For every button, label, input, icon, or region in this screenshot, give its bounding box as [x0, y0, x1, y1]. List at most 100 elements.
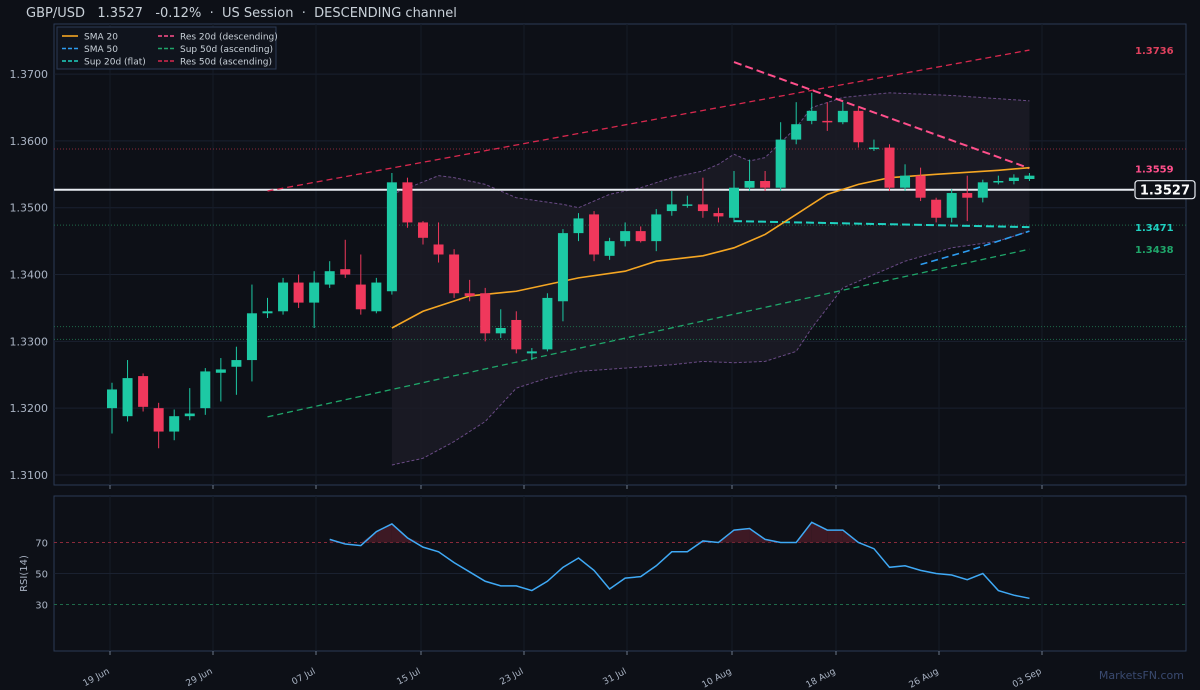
- res20-line: [733, 61, 1030, 170]
- res50-line: [267, 49, 1030, 192]
- candle-body: [573, 218, 584, 234]
- candle-body: [231, 360, 242, 367]
- candle-body: [200, 371, 211, 409]
- candle-body: [262, 311, 273, 314]
- candle-body: [806, 110, 817, 121]
- candle-body: [433, 244, 444, 255]
- x-tick-label: 31 Jul: [601, 667, 628, 688]
- bollinger-band-fill: [391, 92, 1030, 465]
- candle-body: [853, 110, 864, 143]
- candle-body: [138, 376, 149, 407]
- level-value-label: 1.3438: [1135, 245, 1174, 256]
- price-tick-label: 1.3400: [10, 269, 49, 282]
- sma50-line: [920, 230, 1030, 266]
- candle-body: [511, 319, 522, 350]
- sup50-line: [267, 248, 1030, 418]
- channel-label: DESCENDING channel: [314, 6, 457, 21]
- legend-label: Res 50d (ascending): [180, 58, 272, 68]
- candle-body: [760, 181, 771, 188]
- candle-body: [993, 181, 1004, 183]
- price-tick-label: 1.3600: [10, 135, 49, 148]
- legend-label: Sup 20d (flat): [84, 58, 146, 68]
- x-tick-label: 23 Jul: [498, 667, 525, 688]
- candle-body: [620, 231, 631, 242]
- candle-body: [682, 204, 693, 206]
- candle-body: [635, 231, 646, 242]
- change-label: -0.12%: [155, 6, 202, 21]
- candle-body: [915, 175, 926, 198]
- candle-body: [977, 182, 988, 198]
- candle-body: [775, 139, 786, 188]
- candle-body: [884, 147, 895, 188]
- rsi-overbought-fill: [407, 537, 423, 543]
- bollinger-lower: [391, 230, 1030, 466]
- candle-body: [215, 369, 226, 373]
- x-tick-label: 19 Jun: [82, 667, 112, 689]
- candle-body: [526, 351, 537, 354]
- candle-body: [589, 214, 600, 255]
- chart-header: GBP/USD 1.3527 -0.12% · US Session · DES…: [26, 6, 457, 21]
- candle-body: [293, 282, 304, 303]
- x-tick-label: 15 Jul: [395, 667, 422, 688]
- sma20-line: [391, 166, 1030, 329]
- rsi-overbought-fill: [376, 523, 392, 543]
- candle-body: [542, 297, 553, 350]
- rsi-axis-label: RSI(14): [19, 555, 30, 592]
- candle-body: [495, 327, 506, 334]
- level-value-label: 1.3559: [1135, 164, 1174, 175]
- candle-body: [324, 271, 335, 285]
- candle-body: [713, 213, 724, 217]
- rsi-overbought-fill: [391, 523, 408, 543]
- candle-body: [418, 222, 428, 238]
- candle-body: [386, 182, 397, 292]
- candle-body: [480, 293, 491, 334]
- candle-body: [169, 416, 180, 432]
- rsi-overbought-fill: [734, 528, 750, 543]
- candle-body: [837, 110, 848, 123]
- current-price-tag: [1134, 180, 1196, 200]
- price-tick-label: 1.3700: [10, 68, 49, 81]
- candle-body: [729, 187, 739, 218]
- candle-body: [449, 254, 460, 294]
- price-tick-label: 1.3100: [10, 469, 49, 482]
- session-label: US Session: [221, 6, 294, 21]
- legend-label: Res 20d (descending): [180, 33, 278, 43]
- rsi-overbought-fill: [811, 522, 828, 543]
- candle-body: [355, 284, 366, 310]
- candle-body: [340, 269, 351, 275]
- candle-body: [962, 193, 973, 198]
- watermark: MarketsFN.com: [1099, 669, 1184, 682]
- candle-body: [822, 120, 833, 123]
- x-tick-label: 18 Aug: [805, 667, 838, 690]
- rsi-tick-label: 50: [35, 570, 48, 581]
- x-tick-label: 10 Aug: [701, 667, 734, 690]
- candle-body: [557, 233, 568, 302]
- price-tick-label: 1.3200: [10, 402, 49, 415]
- price-tick-label: 1.3500: [10, 202, 49, 215]
- candle-body: [946, 193, 957, 218]
- price-panel-frame: [53, 23, 1187, 486]
- candle-body: [184, 413, 195, 417]
- candle-body: [309, 282, 320, 303]
- candle-body: [931, 199, 942, 218]
- symbol-label: GBP/USD: [26, 6, 85, 21]
- current-price-tag-text: 1.3527: [1140, 184, 1190, 199]
- candle-body: [1024, 175, 1035, 180]
- rsi-overbought-fill: [827, 530, 843, 543]
- legend-label: SMA 20: [84, 33, 118, 43]
- candle-body: [107, 389, 117, 409]
- x-tick-label: 03 Sep: [1011, 667, 1044, 690]
- candle-body: [666, 204, 677, 212]
- candle-body: [651, 214, 662, 242]
- x-tick-label: 07 Jul: [290, 667, 317, 688]
- candle-body: [246, 313, 257, 361]
- candle-body: [153, 408, 164, 432]
- candle-body: [371, 282, 382, 312]
- candle-body: [278, 282, 289, 312]
- rsi-overbought-fill: [687, 540, 703, 543]
- candle-body: [402, 182, 413, 223]
- x-tick-label: 29 Jun: [185, 667, 215, 689]
- candle-body: [604, 241, 615, 256]
